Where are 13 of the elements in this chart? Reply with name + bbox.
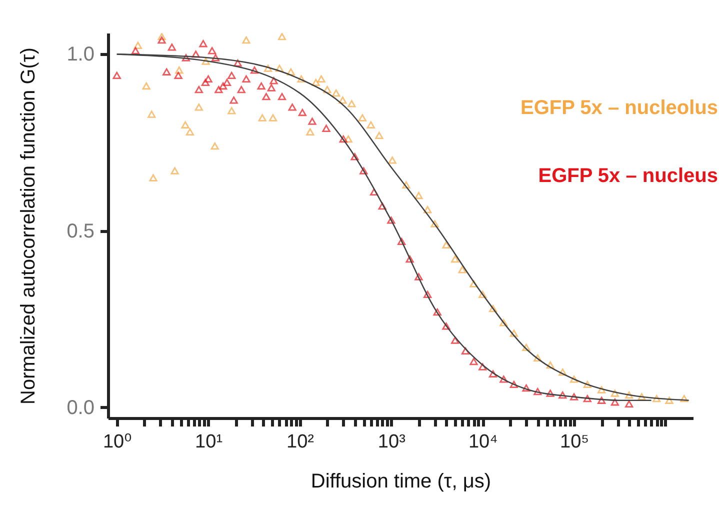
x-tick-label: 10⁴ bbox=[468, 432, 498, 452]
y-tick-label: 0.5 bbox=[66, 220, 94, 242]
y-tick-label: 1.0 bbox=[66, 44, 94, 66]
x-tick-label: 10³ bbox=[378, 432, 406, 452]
y-axis-title: Normalized autocorrelation function G(τ) bbox=[18, 48, 40, 404]
x-tick-label: 10⁵ bbox=[560, 432, 590, 452]
x-tick-label: 10⁰ bbox=[102, 432, 132, 452]
x-tick-label: 10² bbox=[286, 432, 314, 452]
x-tick-label: 10¹ bbox=[195, 432, 223, 452]
text: EGFP 5x – nucleolus bbox=[520, 97, 718, 119]
x-axis-title: Diffusion time (τ, μs) bbox=[310, 470, 492, 492]
text: EGFP 5x – nucleus bbox=[538, 165, 718, 187]
y-tick-label: 0.0 bbox=[66, 396, 94, 419]
